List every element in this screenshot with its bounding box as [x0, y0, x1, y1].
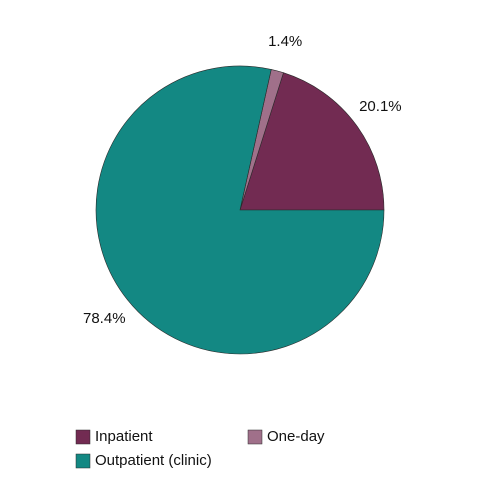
- legend-swatch: [247, 429, 263, 445]
- legend-label: One-day: [267, 428, 325, 445]
- pie-slice: [239, 72, 385, 211]
- pie-slice: [95, 65, 385, 355]
- legend-swatch: [75, 453, 91, 469]
- legend-swatch: [75, 429, 91, 445]
- value-label: 1.4%: [268, 33, 302, 50]
- legend-label: Outpatient (clinic): [95, 452, 212, 469]
- legend-label: Inpatient: [95, 428, 153, 445]
- value-label: 20.1%: [359, 98, 402, 115]
- value-label: 78.4%: [83, 310, 126, 327]
